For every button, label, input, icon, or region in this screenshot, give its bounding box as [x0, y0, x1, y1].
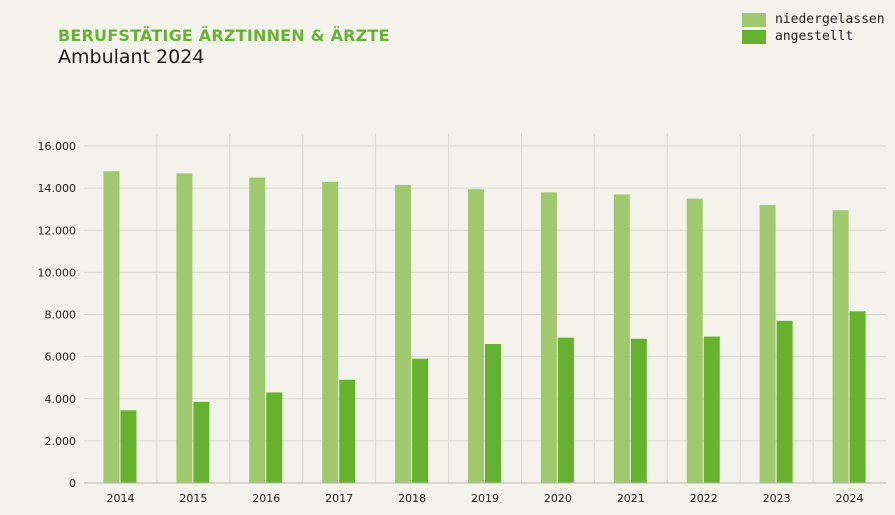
y-tick-label: 2.000 [45, 435, 77, 448]
bar-angestellt-2022 [703, 336, 720, 483]
x-tick-label: 2024 [836, 492, 864, 505]
bar-niedergelassen-2018 [395, 184, 412, 483]
legend-label-angestellt: angestellt [775, 29, 854, 44]
y-tick-label: 8.000 [45, 309, 77, 322]
bar-niedergelassen-2022 [686, 198, 703, 483]
bar-niedergelassen-2024 [832, 210, 849, 483]
x-tick-label: 2022 [690, 492, 718, 505]
bar-angestellt-2020 [557, 337, 574, 483]
bar-niedergelassen-2014 [103, 171, 120, 483]
bar-angestellt-2014 [120, 410, 137, 483]
bar-angestellt-2016 [266, 392, 283, 483]
bar-angestellt-2023 [776, 320, 793, 483]
x-tick-label: 2023 [763, 492, 791, 505]
y-tick-label: 14.000 [38, 182, 77, 195]
bar-angestellt-2019 [485, 343, 501, 483]
bar-angestellt-2017 [339, 379, 356, 483]
bar-niedergelassen-2015 [176, 173, 193, 483]
y-tick-label: 12.000 [38, 224, 77, 237]
x-tick-label: 2017 [325, 492, 353, 505]
bar-angestellt-2018 [412, 358, 429, 483]
bar-niedergelassen-2019 [468, 189, 484, 483]
x-tick-label: 2019 [471, 492, 499, 505]
y-tick-label: 0 [69, 477, 76, 490]
chart-subtitle: Ambulant 2024 [58, 46, 205, 68]
bar-angestellt-2021 [630, 338, 647, 483]
x-tick-label: 2020 [544, 492, 572, 505]
bar-niedergelassen-2020 [540, 192, 557, 483]
bar-niedergelassen-2021 [613, 194, 630, 483]
x-tick-label: 2014 [106, 492, 134, 505]
bar-angestellt-2015 [193, 401, 210, 483]
y-tick-label: 10.000 [38, 266, 77, 279]
legend-swatch-angestellt [742, 29, 766, 44]
y-tick-label: 6.000 [45, 351, 77, 364]
legend-item-angestellt: angestellt [742, 28, 885, 45]
legend-swatch-niedergelassen [742, 12, 766, 27]
x-tick-label: 2016 [252, 492, 280, 505]
bar-niedergelassen-2016 [249, 177, 266, 483]
x-tick-label: 2015 [179, 492, 207, 505]
legend-item-niedergelassen: niedergelassen [742, 11, 885, 28]
legend: niedergelassen angestellt [742, 11, 885, 45]
x-tick-label: 2021 [617, 492, 645, 505]
y-tick-label: 4.000 [45, 393, 77, 406]
x-tick-label: 2018 [398, 492, 426, 505]
bar-angestellt-2024 [849, 311, 866, 483]
chart-title: BERUFSTÄTIGE ÄRZTINNEN & ÄRZTE [58, 26, 390, 45]
legend-label-niedergelassen: niedergelassen [775, 12, 885, 27]
bar-niedergelassen-2017 [322, 181, 339, 483]
y-tick-label: 16.000 [38, 140, 77, 153]
bar-niedergelassen-2023 [759, 204, 776, 483]
